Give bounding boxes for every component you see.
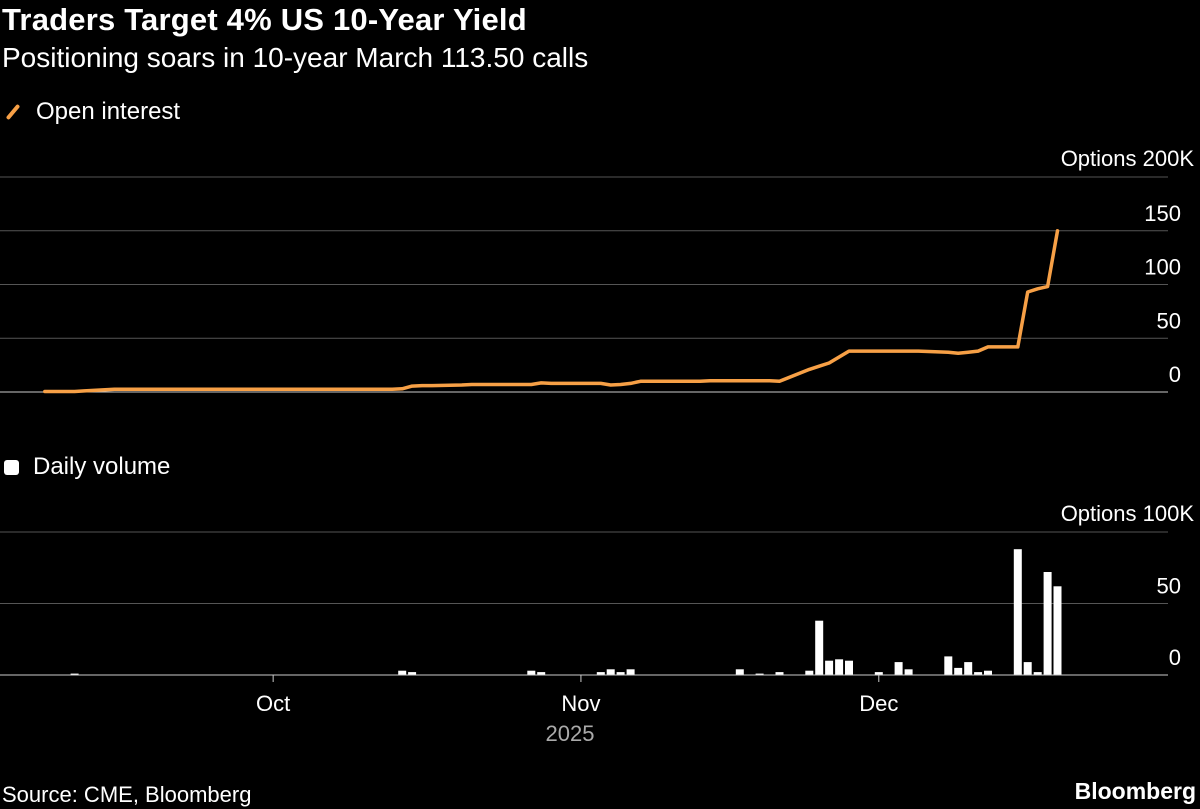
- volume-bar: [616, 672, 625, 675]
- volume-bar: [845, 660, 853, 675]
- volume-bar: [398, 670, 407, 675]
- y-tick-label: 0: [1169, 645, 1181, 670]
- volume-bar: [1053, 586, 1062, 675]
- y-tick-label: 50: [1157, 308, 1181, 333]
- volume-bar: [964, 662, 973, 675]
- legend-open-interest: Open interest: [4, 98, 180, 126]
- volume-bar: [1013, 549, 1022, 675]
- volume-bar: [1033, 672, 1042, 675]
- y-axis-unit-label: Options 100K: [1061, 501, 1195, 526]
- volume-bar: [944, 656, 953, 675]
- y-tick-label: 50: [1157, 574, 1181, 599]
- chart-subtitle: Positioning soars in 10-year March 113.5…: [2, 42, 589, 73]
- open-interest-series-line: [43, 229, 1060, 394]
- volume-bar: [894, 662, 903, 675]
- legend-daily-volume: Daily volume: [4, 453, 170, 481]
- volume-bar: [954, 667, 963, 675]
- volume-bar: [1043, 572, 1052, 675]
- volume-bar: [70, 673, 79, 675]
- y-tick-label: 100: [1144, 255, 1181, 280]
- legend-open-interest-label: Open interest: [36, 98, 181, 125]
- bar-swatch-icon: [4, 459, 19, 475]
- volume-bar: [626, 669, 635, 675]
- bloomberg-logo: Bloomberg: [1074, 778, 1196, 804]
- y-tick-label: 150: [1144, 201, 1181, 226]
- volume-bar: [596, 672, 605, 675]
- x-axis-year-label: 2025: [546, 721, 595, 746]
- y-tick-label: 0: [1169, 362, 1181, 387]
- volume-bar: [735, 669, 744, 675]
- legend-daily-volume-label: Daily volume: [33, 453, 171, 480]
- volume-bar: [537, 672, 546, 675]
- volume-bar: [527, 670, 536, 675]
- chart-title: Traders Target 4% US 10-Year Yield: [2, 2, 527, 37]
- volume-bar: [825, 660, 834, 675]
- volume-bar: [984, 670, 992, 675]
- x-tick-label: Nov: [561, 691, 600, 716]
- volume-bar: [815, 620, 824, 675]
- volume-bar: [904, 669, 913, 675]
- x-tick-label: Dec: [859, 691, 898, 716]
- volume-bar: [1023, 662, 1032, 675]
- source-note: Source: CME, Bloomberg: [2, 782, 252, 807]
- volume-bar: [805, 670, 814, 675]
- volume-bar: [874, 672, 883, 675]
- volume-bar: [775, 672, 784, 675]
- volume-bar: [835, 659, 844, 675]
- volume-bar: [408, 672, 417, 675]
- y-axis-unit-label: Options 200K: [1061, 146, 1195, 171]
- volume-bar: [755, 673, 764, 675]
- volume-bar: [974, 672, 983, 675]
- x-tick-label: Oct: [256, 691, 290, 716]
- volume-bar: [606, 669, 615, 675]
